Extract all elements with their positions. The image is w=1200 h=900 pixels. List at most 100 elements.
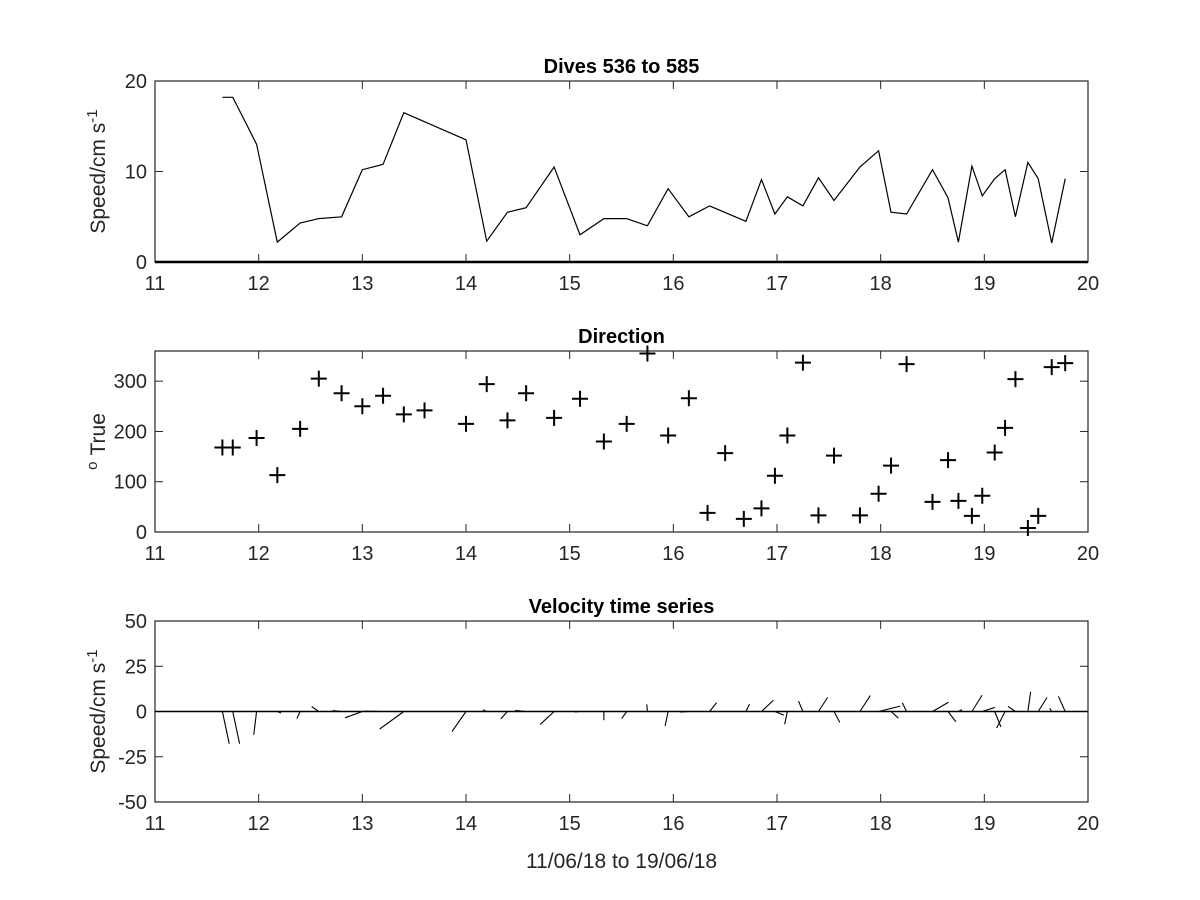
velocity-stick — [1007, 705, 1016, 712]
speed-y-ticks: 0 10 20 — [125, 71, 1088, 274]
speed-marks — [155, 96, 1088, 264]
direction-y-axis-label-sup: o — [84, 462, 101, 470]
direction-y-axis-label-main: True — [87, 413, 110, 455]
speed-y-tick-label: 10 — [125, 162, 147, 184]
direction-point — [458, 415, 474, 432]
velocity-stick — [664, 711, 669, 726]
direction-point — [766, 467, 783, 484]
velocity-stick — [818, 697, 829, 712]
speed-y-tick-label: 0 — [136, 252, 147, 274]
direction-point — [292, 420, 309, 437]
velocity-y-tick-label: 50 — [125, 611, 147, 633]
velocity-stick — [890, 711, 899, 719]
velocity-stick — [1057, 696, 1066, 712]
velocity-stick — [932, 701, 949, 712]
velocity-stick — [1037, 697, 1048, 712]
velocity-stick — [947, 711, 957, 723]
speed-y-axis-label-main: Speed/cm s — [87, 123, 110, 234]
direction-y-axis-label: o True — [84, 413, 111, 470]
velocity-y-axis-label: Speed/cm s-1 — [84, 649, 111, 773]
velocity-stick — [878, 705, 901, 713]
direction-point — [1007, 371, 1024, 388]
speed-x-tick-label: 17 — [766, 273, 788, 295]
velocity-stick — [1049, 707, 1053, 712]
direction-point — [826, 447, 843, 464]
direction-y-ticks: 0 100 200 300 — [114, 371, 1088, 544]
direction-y-tick-label: 200 — [114, 421, 147, 443]
direction-point — [699, 504, 716, 521]
velocity-stick — [621, 711, 628, 719]
velocity-x-tick-label: 18 — [870, 813, 892, 835]
direction-point — [924, 493, 941, 510]
direction-point — [354, 398, 371, 415]
direction-x-tick-label: 17 — [766, 543, 788, 565]
direction-point — [997, 419, 1014, 436]
direction-point — [518, 385, 535, 402]
velocity-marks — [155, 691, 1088, 744]
direction-point — [851, 507, 868, 524]
direction-x-tick-label: 16 — [662, 543, 684, 565]
velocity-x-tick-label: 12 — [248, 813, 270, 835]
direction-point — [224, 439, 241, 456]
direction-x-tick-label: 12 — [248, 543, 270, 565]
speed-panel: Dives 536 to 585 Speed/cm s-1 11 12 13 14 15… — [84, 56, 1100, 295]
direction-chart-title: Direction — [578, 326, 665, 348]
velocity-stick — [332, 710, 342, 713]
direction-y-tick-label: 0 — [136, 522, 147, 544]
velocity-stick — [482, 709, 487, 713]
velocity-y-tick-label: 0 — [136, 702, 147, 724]
direction-x-ticks: 11 12 13 14 15 16 17 18 19 20 — [145, 351, 1099, 565]
velocity-stick — [646, 704, 648, 712]
direction-point — [310, 370, 327, 387]
speed-x-tick-label: 14 — [455, 273, 477, 295]
direction-point — [950, 492, 967, 509]
direction-point — [794, 354, 811, 371]
direction-x-tick-label: 13 — [351, 543, 373, 565]
velocity-stick — [709, 702, 717, 712]
velocity-x-tick-label: 15 — [559, 813, 581, 835]
direction-point — [333, 385, 350, 402]
speed-plot-frame — [154, 80, 1089, 263]
speed-x-tick-label: 13 — [351, 273, 373, 295]
speed-x-tick-label: 15 — [559, 273, 581, 295]
direction-point — [986, 444, 1003, 461]
velocity-stick — [232, 711, 241, 744]
velocity-stick — [971, 694, 983, 712]
velocity-stick — [761, 699, 774, 712]
velocity-y-tick-label: -50 — [118, 792, 147, 814]
direction-point — [416, 402, 433, 419]
velocity-stick — [311, 706, 320, 712]
direction-point — [963, 507, 980, 524]
velocity-chart-title: Velocity time series — [529, 596, 715, 618]
velocity-y-axis-label-main: Speed/cm s — [87, 663, 110, 774]
speed-y-tick-label: 20 — [125, 71, 147, 93]
direction-point — [478, 376, 495, 393]
velocity-stick — [344, 710, 363, 719]
direction-x-tick-label: 14 — [455, 543, 477, 565]
velocity-x-tick-label: 17 — [766, 813, 788, 835]
velocity-stick — [451, 711, 467, 732]
direction-point — [395, 406, 412, 423]
direction-x-tick-label: 19 — [973, 543, 995, 565]
velocity-stick — [679, 710, 689, 713]
velocity-x-tick-label: 16 — [662, 813, 684, 835]
direction-point — [639, 345, 656, 362]
direction-point — [595, 433, 612, 450]
direction-point — [1019, 519, 1036, 536]
direction-panel: Direction o True 11 12 13 14 15 16 17 18 19 20 0 10… — [84, 326, 1100, 565]
velocity-stick — [994, 711, 1002, 728]
direction-point — [618, 415, 635, 432]
direction-y-tick-label: 300 — [114, 371, 147, 393]
velocity-y-tick-label: -25 — [118, 747, 147, 769]
direction-point — [1043, 359, 1060, 376]
direction-point — [248, 429, 265, 446]
velocity-x-tick-label: 11 — [145, 813, 166, 835]
speed-x-tick-label: 16 — [662, 273, 684, 295]
direction-point — [779, 427, 796, 444]
direction-point — [974, 487, 991, 504]
velocity-stick — [798, 700, 804, 712]
velocity-stick — [996, 711, 1006, 729]
direction-point — [499, 412, 516, 429]
direction-plot-frame — [154, 350, 1089, 533]
velocity-x-tick-label: 14 — [455, 813, 477, 835]
